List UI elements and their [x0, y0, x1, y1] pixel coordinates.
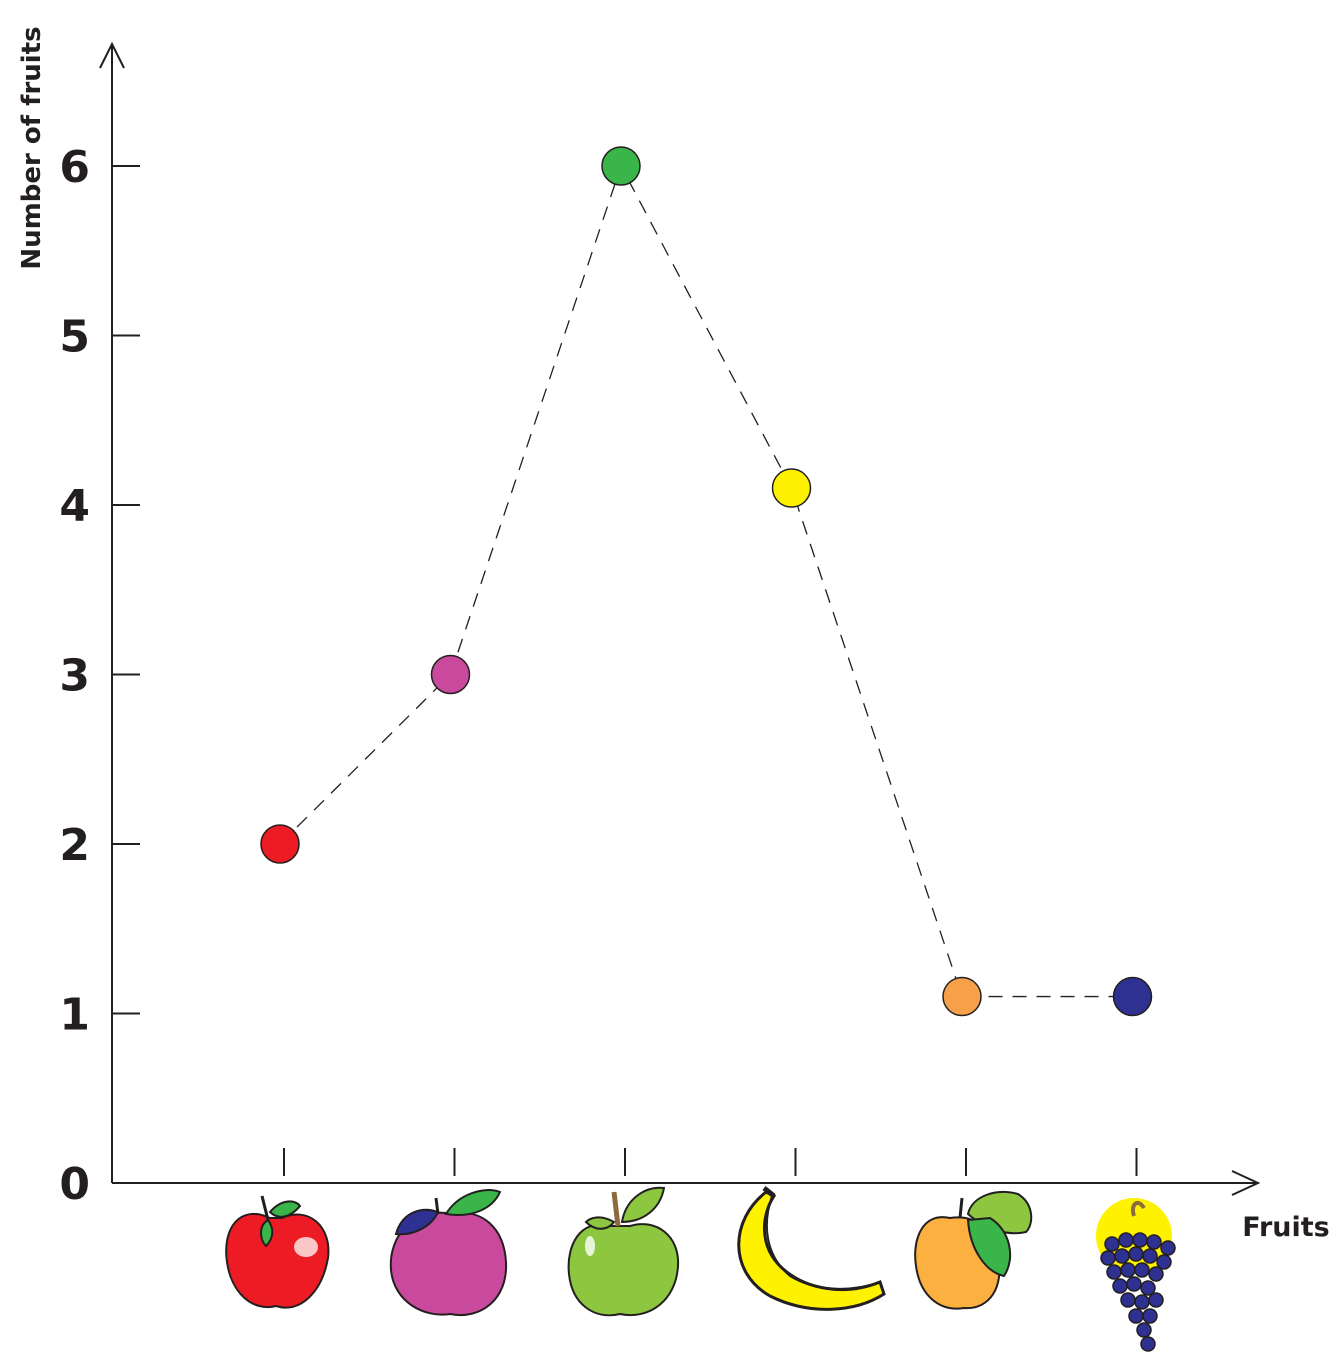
data-point-banana: [771, 468, 812, 508]
x-axis-label: Fruits: [1242, 1212, 1330, 1243]
data-point-peach: [942, 976, 982, 1017]
series-group: [260, 146, 1153, 1017]
axes: [99, 41, 1261, 1196]
peach-icon: [914, 1191, 1033, 1310]
plum-icon: [389, 1189, 508, 1316]
y-tick-group: 0 1 2 3 4 5 6: [59, 142, 140, 1210]
x-tick-group: [283, 1148, 1138, 1176]
x-axis-arrow: [1231, 1170, 1261, 1196]
data-point-plum: [430, 654, 471, 695]
data-point-red-apple: [260, 824, 300, 864]
y-axis-arrow: [99, 41, 125, 69]
y-tick-label: 0: [59, 1159, 90, 1210]
y-tick-label: 4: [59, 481, 90, 532]
y-tick-label: 5: [59, 312, 90, 363]
series-line: [279, 164, 1133, 998]
y-tick-label: 1: [59, 990, 90, 1041]
banana-icon: [737, 1186, 886, 1311]
data-point-grapes: [1112, 976, 1153, 1017]
grapes-icon: [1096, 1198, 1176, 1352]
y-tick-label: 2: [59, 820, 90, 871]
green-apple-icon: [567, 1186, 680, 1317]
y-tick-label: 3: [59, 651, 90, 702]
category-icons: [225, 1186, 1176, 1352]
y-tick-label: 6: [59, 142, 90, 193]
y-axis-label: Number of fruits: [17, 26, 47, 269]
red-apple-icon: [225, 1195, 330, 1309]
data-point-green-apple: [601, 146, 641, 186]
